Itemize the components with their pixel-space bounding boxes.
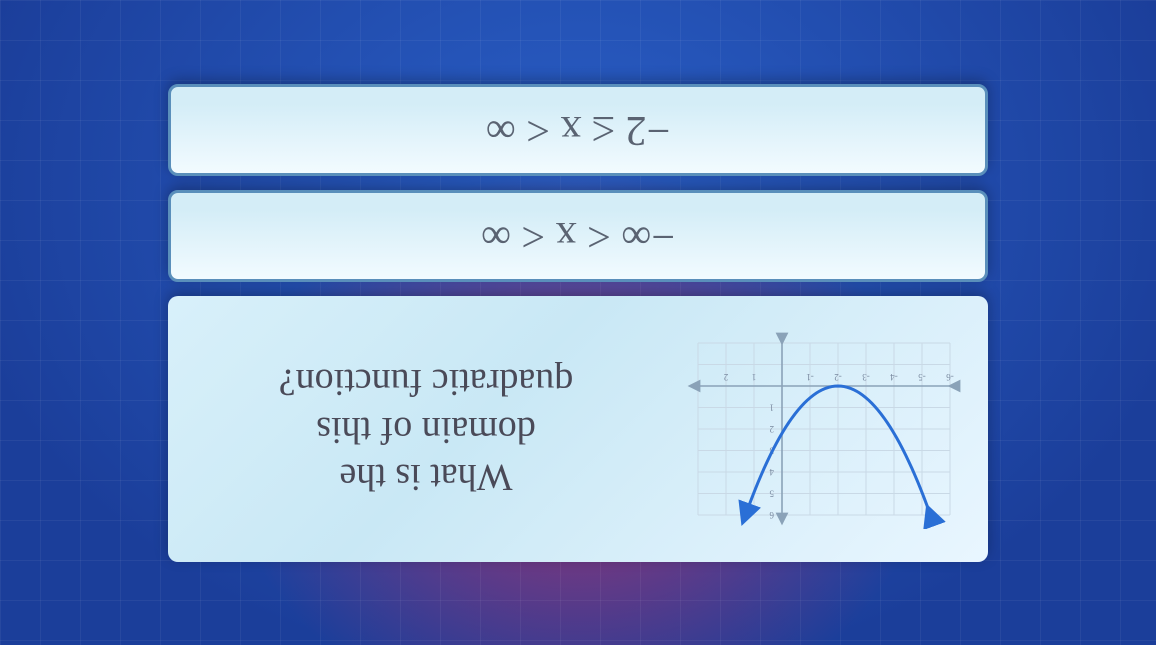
quiz-scene: -6-5-4-3-2-112123456 What is the domain …: [0, 0, 1156, 645]
svg-text:1: 1: [770, 402, 775, 412]
svg-text:-3: -3: [862, 372, 870, 382]
svg-text:-1: -1: [806, 372, 814, 382]
answer-1-expression: −∞ < x < ∞: [481, 212, 675, 260]
card-stack: -6-5-4-3-2-112123456 What is the domain …: [168, 84, 988, 562]
svg-text:2: 2: [724, 372, 729, 382]
svg-text:-5: -5: [918, 372, 926, 382]
answer-2-expression: −2 ≤ x < ∞: [486, 106, 670, 154]
question-text: What is the domain of this quadratic fun…: [192, 357, 660, 500]
svg-text:5: 5: [769, 488, 774, 498]
svg-text:1: 1: [752, 372, 757, 382]
svg-text:6: 6: [769, 510, 774, 520]
question-line-2: domain of this: [192, 405, 660, 453]
question-line-1: What is the: [192, 452, 660, 500]
svg-text:-2: -2: [834, 372, 842, 382]
svg-text:-4: -4: [890, 372, 898, 382]
svg-text:2: 2: [770, 424, 775, 434]
question-line-3: quadratic function?: [192, 357, 660, 405]
graph: -6-5-4-3-2-112123456: [684, 329, 964, 529]
answer-option-1[interactable]: −∞ < x < ∞: [168, 190, 988, 282]
svg-text:-6: -6: [946, 372, 954, 382]
answer-option-2[interactable]: −2 ≤ x < ∞: [168, 84, 988, 176]
svg-text:4: 4: [769, 467, 774, 477]
question-card: -6-5-4-3-2-112123456 What is the domain …: [168, 296, 988, 562]
